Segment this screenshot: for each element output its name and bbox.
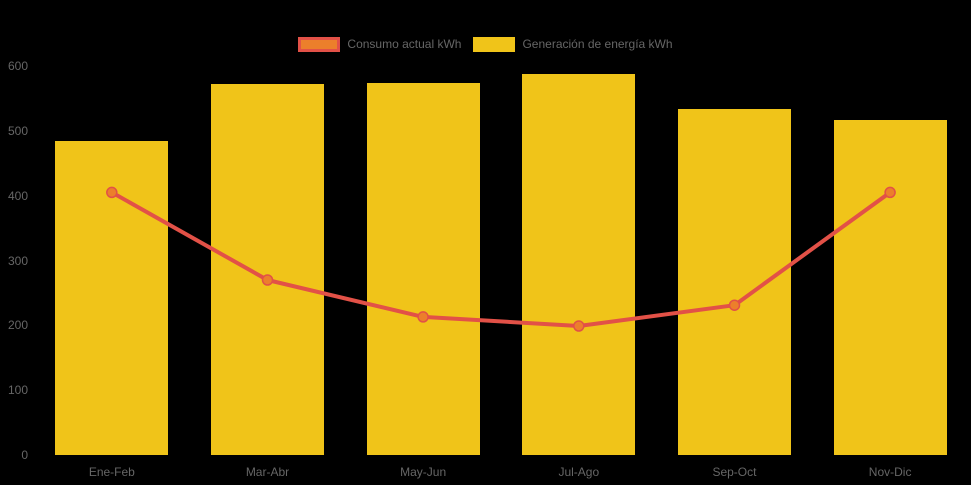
bar-generacion-May-Jun[interactable] xyxy=(366,82,480,455)
consumo-point-Mar-Abr[interactable] xyxy=(261,274,274,286)
bar-generacion-Nov-Dic[interactable] xyxy=(833,119,947,455)
consumo-point-Jul-Ago[interactable] xyxy=(573,320,585,332)
bar-generacion-Sep-Oct[interactable] xyxy=(677,109,791,455)
consumo-point-Sep-Oct[interactable] xyxy=(728,299,741,311)
y-tick-label-600: 600 xyxy=(7,59,28,73)
x-tick-label-Mar-Abr: Mar-Abr xyxy=(245,465,290,479)
legend-item-consumo[interactable]: Consumo actual kWh xyxy=(298,37,461,52)
x-tick-label-May-Jun: May-Jun xyxy=(400,465,447,479)
legend-item-generacion[interactable]: Generación de energía kWh xyxy=(473,37,673,52)
bar-generacion-Mar-Abr[interactable] xyxy=(210,83,324,455)
legend-label-generacion: Generación de energía kWh xyxy=(522,37,673,51)
y-tick-label-400: 400 xyxy=(7,188,28,203)
consumo-point-Ene-Feb[interactable] xyxy=(106,186,118,199)
legend-swatch-generacion-icon xyxy=(473,37,516,52)
x-tick-label-Nov-Dic: Nov-Dic xyxy=(868,465,912,479)
x-tick-label-Ene-Feb: Ene-Feb xyxy=(88,465,135,479)
y-tick-label-100: 100 xyxy=(7,383,28,398)
legend: Consumo actual kWh Generación de energía… xyxy=(0,37,971,52)
x-tick-label-Sep-Oct: Sep-Oct xyxy=(712,465,757,479)
legend-label-consumo: Consumo actual kWh xyxy=(347,37,462,51)
y-tick-label-300: 300 xyxy=(7,253,28,268)
legend-swatch-consumo-icon xyxy=(298,37,341,52)
bar-generacion-Jul-Ago[interactable] xyxy=(522,73,636,455)
y-tick-label-500: 500 xyxy=(7,123,28,138)
consumo-point-May-Jun[interactable] xyxy=(417,311,429,323)
x-tick-label-Jul-Ago: Jul-Ago xyxy=(558,465,600,479)
consumo-point-Nov-Dic[interactable] xyxy=(884,186,896,199)
y-tick-label-0: 0 xyxy=(21,448,28,462)
y-tick-label-200: 200 xyxy=(7,318,28,333)
